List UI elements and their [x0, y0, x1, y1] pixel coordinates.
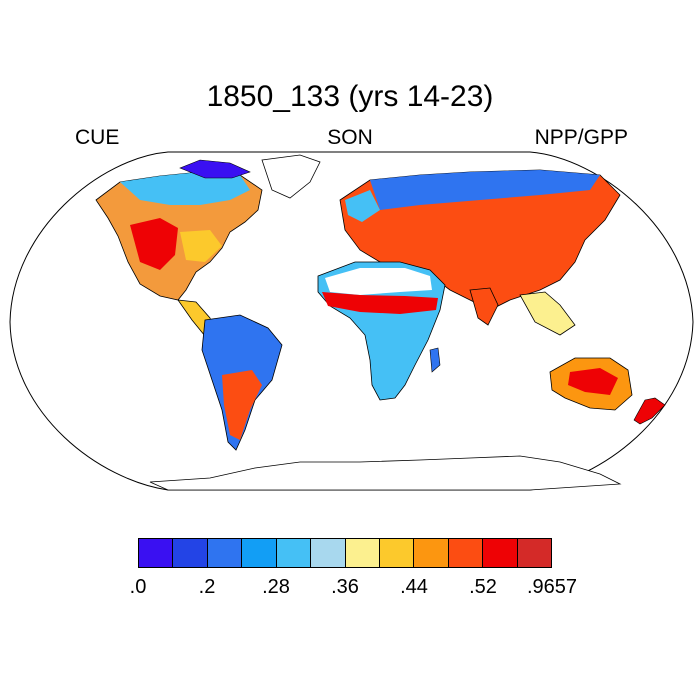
india — [469, 287, 499, 326]
colorbar-tick-label: .52 — [469, 576, 497, 598]
colorbar-tick-label: .28 — [262, 576, 290, 598]
sahara — [325, 268, 432, 295]
colorbar-swatch — [139, 539, 174, 567]
north-america-north — [120, 172, 250, 205]
colorbar-swatch — [517, 539, 552, 567]
colorbar-swatch — [311, 539, 346, 567]
canada-arctic — [179, 159, 251, 179]
colorbar-tick-label: .44 — [400, 576, 428, 598]
units-label: NPP/GPP — [534, 126, 628, 149]
south-america-south — [222, 370, 262, 440]
colorbar-swatch — [448, 539, 484, 567]
scandinavia — [345, 190, 380, 222]
colorbar-swatch — [207, 539, 243, 567]
colorbar-swatch — [483, 539, 518, 567]
greenland — [261, 154, 321, 199]
sahel — [322, 292, 438, 314]
colorbar-tick-label: .9657 — [526, 576, 578, 598]
usa-east — [180, 230, 222, 262]
australia-interior — [568, 368, 618, 395]
colorbar-tick-label: .36 — [331, 576, 359, 598]
season-label: SON — [327, 126, 373, 149]
southeast-asia — [519, 291, 576, 336]
colorbar — [138, 538, 552, 568]
colorbar-tick-label: .2 — [198, 576, 216, 598]
colorbar-tick-label: .0 — [129, 576, 147, 598]
new-zealand — [633, 397, 666, 425]
usa-west — [130, 218, 178, 270]
colorbar-swatch — [414, 539, 449, 567]
siberia — [370, 170, 600, 210]
colorbar-swatch — [379, 539, 415, 567]
colorbar-swatch — [173, 539, 208, 567]
madagascar — [429, 347, 441, 373]
colorbar-swatch — [345, 539, 380, 567]
variable-label: CUE — [75, 126, 120, 149]
colorbar-swatch — [242, 539, 277, 567]
colorbar-swatch — [276, 539, 312, 567]
map-title: 1850_133 (yrs 14-23) — [206, 80, 494, 113]
antarctica — [149, 455, 622, 491]
